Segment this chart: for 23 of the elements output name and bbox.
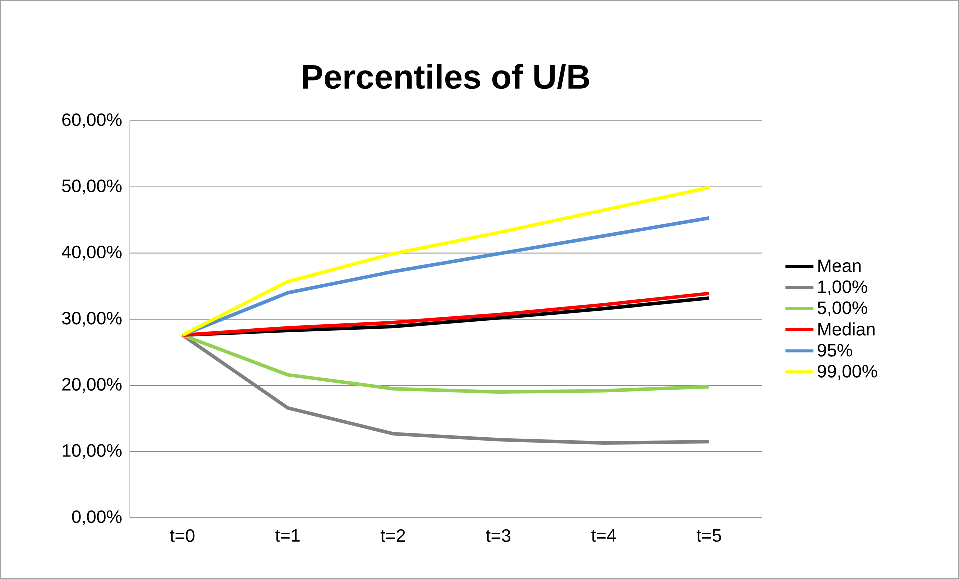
line-series bbox=[180, 334, 712, 394]
y-tick-label: 40,00% bbox=[62, 246, 122, 261]
y-tick-label: 30,00% bbox=[62, 312, 122, 327]
chart-title: Percentiles of U/B bbox=[303, 64, 590, 90]
y-tick-label: 50,00% bbox=[62, 180, 122, 195]
legend-label: 95% bbox=[818, 344, 852, 357]
x-tick-label: t=3 bbox=[486, 529, 511, 542]
x-tick-label: t=4 bbox=[592, 530, 616, 542]
x-tick-label: t=0 bbox=[170, 529, 195, 542]
legend-label: Mean bbox=[818, 260, 861, 272]
legend-label: 5,00% bbox=[818, 302, 868, 316]
y-tick-label: 0,00% bbox=[72, 510, 122, 526]
y-tick-label: 10,00% bbox=[63, 444, 122, 460]
legend-label: 99,00% bbox=[818, 365, 878, 380]
legend-label: Median bbox=[818, 322, 875, 336]
x-tick-label: t=2 bbox=[380, 529, 406, 542]
line-series bbox=[180, 334, 712, 445]
x-tick-label: t=1 bbox=[276, 530, 300, 542]
line-series bbox=[180, 186, 712, 338]
legend-label: 1,00% bbox=[818, 280, 868, 296]
y-tick-label: 60,00% bbox=[62, 114, 122, 128]
x-tick-label: t=5 bbox=[696, 530, 722, 542]
y-tick-label: 20,00% bbox=[62, 378, 122, 394]
